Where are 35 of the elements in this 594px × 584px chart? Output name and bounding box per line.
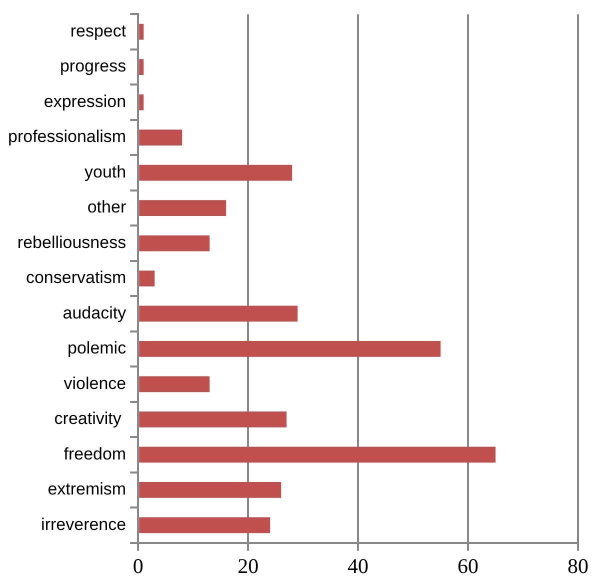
y-tick-label: progress: [60, 56, 126, 76]
y-tick-label: polemic: [68, 338, 127, 358]
bar: [139, 24, 144, 40]
x-tick-label: 60: [458, 554, 479, 578]
y-tick-label: violence: [64, 374, 126, 393]
bar: [139, 341, 441, 357]
y-tick-label: audacity: [62, 303, 127, 322]
x-tick-label: 20: [238, 554, 259, 578]
bar: [139, 164, 292, 181]
x-tick-label: 40: [348, 554, 369, 578]
bar: [139, 376, 210, 392]
y-tick-label: conservatism: [26, 268, 126, 288]
y-tick-label: rebelliousness: [17, 232, 126, 252]
bar: [139, 59, 144, 75]
bar: [139, 306, 298, 322]
y-tick-label: professionalism: [8, 127, 126, 146]
bar: [139, 235, 210, 252]
bar: [139, 94, 144, 110]
y-tick-label: irreverence: [41, 514, 126, 534]
bar: [139, 130, 182, 146]
bar: [139, 446, 496, 463]
bar: [139, 270, 155, 286]
y-tick-label: respect: [70, 22, 126, 41]
y-tick-label: youth: [84, 162, 126, 182]
y-tick-label: other: [87, 198, 126, 217]
x-tick-label: 0: [132, 554, 144, 578]
bar: [139, 482, 282, 498]
bar: [139, 517, 270, 534]
bar: [139, 200, 226, 216]
y-tick-label: extremism: [48, 480, 126, 499]
y-tick-label: creativity: [54, 409, 126, 428]
y-tick-label: freedom: [64, 444, 126, 464]
y-tick-label: expression: [44, 92, 126, 111]
bar: [139, 412, 287, 428]
x-tick-label: 80: [568, 554, 588, 578]
